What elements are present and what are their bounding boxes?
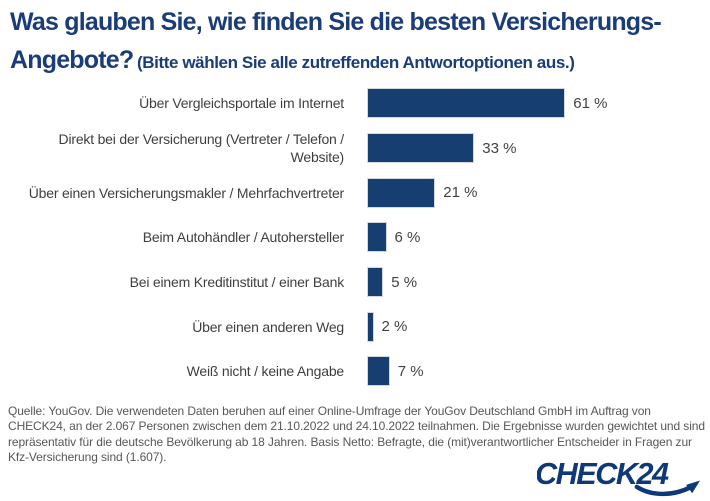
value-label: 6 % [394, 228, 421, 246]
chart-subtitle: (Bitte wählen Sie alle zutreffenden Antw… [137, 53, 575, 72]
chart-row: Bei einem Kreditinstitut / einer Bank 5 … [8, 260, 706, 305]
chart-row: Über einen Versicherungsmakler / Mehrfac… [8, 170, 706, 215]
chart-title: Was glauben Sie, wie finden Sie die best… [10, 5, 704, 81]
value-label: 7 % [397, 362, 424, 380]
bar-zone: 33 % [367, 133, 517, 164]
bar-zone: 61 % [367, 88, 608, 119]
category-label: Über Vergleichsportale im Internet [139, 95, 344, 112]
chart-row: Über Vergleichsportale im Internet 61 % [8, 81, 706, 126]
category-label: Bei einem Kreditinstitut / einer Bank [129, 274, 345, 291]
bar [367, 133, 475, 164]
source-line: CHECK24, an der 2.067 Personen zwischen … [8, 419, 705, 434]
check24-logo-text: CHECK24 [537, 457, 669, 491]
source-line: repräsentativ für die deutsche Bevölkeru… [8, 434, 692, 449]
bar-zone: 21 % [367, 177, 478, 208]
chart-row: Weiß nicht / keine Angabe 7 % [8, 349, 706, 394]
value-label: 61 % [573, 94, 608, 112]
bar-zone: 7 % [367, 356, 424, 387]
bar-zone: 2 % [367, 311, 408, 342]
category-label: Über einen Versicherungsmakler / Mehrfac… [28, 184, 344, 201]
value-label: 21 % [443, 184, 478, 202]
bar [367, 356, 390, 387]
source-line: Kfz-Versicherung sind (1.607). [8, 449, 167, 464]
bar [367, 311, 374, 342]
bar [367, 222, 387, 253]
category-label: Beim Autohändler / Autohersteller [142, 229, 344, 246]
bar [367, 267, 384, 298]
logo-arrowhead-icon [686, 480, 701, 494]
logo-swoosh-icon [634, 484, 694, 497]
category-label: Über einen anderen Weg [192, 318, 344, 335]
check24-logo: CHECK24 [537, 457, 701, 497]
value-label: 2 % [381, 318, 408, 336]
source-note: Quelle: YouGov. Die verwendeten Daten be… [8, 404, 706, 465]
category-label: Weiß nicht / keine Angabe [186, 363, 345, 380]
bar-zone: 6 % [367, 222, 421, 253]
bar-chart: Über Vergleichsportale im Internet 61 % … [8, 81, 706, 394]
category-label: Direkt bei der Versicherung (Vertreter /… [58, 131, 345, 166]
bar-zone: 5 % [367, 267, 418, 298]
chart-title-line2: Angebote? [10, 46, 134, 74]
value-label: 5 % [391, 273, 418, 291]
chart-row: Beim Autohändler / Autohersteller 6 % [8, 215, 706, 260]
value-label: 33 % [482, 139, 517, 157]
source-line: Quelle: YouGov. Die verwendeten Daten be… [8, 404, 651, 418]
chart-row: Direkt bei der Versicherung (Vertreter /… [8, 126, 706, 171]
chart-row: Über einen anderen Weg 2 % [8, 304, 706, 349]
chart-title-line1: Was glauben Sie, wie finden Sie die best… [10, 8, 662, 36]
bar [367, 88, 566, 119]
bar [367, 177, 436, 208]
